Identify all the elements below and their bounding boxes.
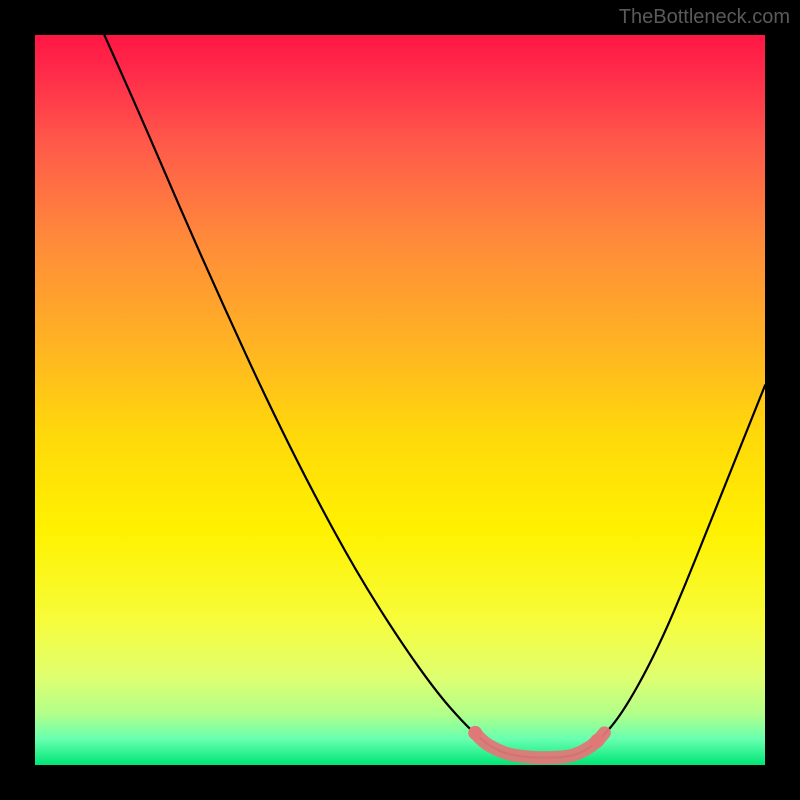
watermark-label: TheBottleneck.com <box>619 6 790 29</box>
chart-background <box>35 35 765 765</box>
highlight-dot <box>468 726 482 740</box>
bottleneck-chart <box>0 0 800 800</box>
highlight-dot <box>590 734 604 748</box>
chart-container: TheBottleneck.com <box>0 0 800 800</box>
